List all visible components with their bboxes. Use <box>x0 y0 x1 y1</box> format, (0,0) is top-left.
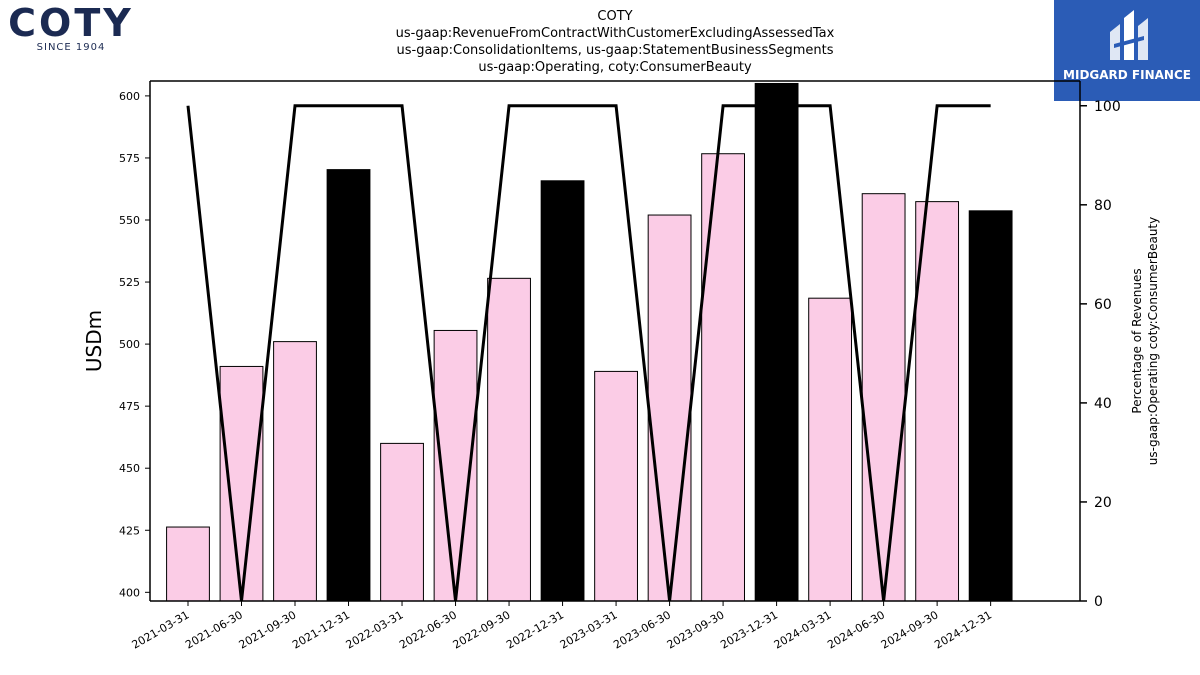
y2-tick-label: 20 <box>1094 495 1112 511</box>
y2-tick-label: 80 <box>1094 198 1112 214</box>
bar <box>647 214 692 602</box>
x-tick-label: 2022-12-31 <box>504 608 566 651</box>
revenue-share-line <box>186 104 991 602</box>
x-tick-label: 2023-06-30 <box>611 608 673 651</box>
axis-labels: USDm Percentage of Revenues us-gaap:Operat… <box>82 217 1160 465</box>
y2-tick-label: 40 <box>1094 396 1112 412</box>
y-tick-label: 475 <box>119 400 140 413</box>
y2-axis-ticks: 0 20 40 60 80 100 <box>1080 99 1121 610</box>
y2-axis-label: Percentage of Revenues <box>1130 268 1144 413</box>
bar <box>808 297 853 602</box>
midgard-finance-logo: MIDGARD FINANCE <box>1054 0 1200 101</box>
chart-title-line: us-gaap:ConsolidationItems, us-gaap:Stat… <box>396 43 833 58</box>
x-tick-label: 2024-03-31 <box>772 608 834 651</box>
bar <box>754 82 799 602</box>
bars <box>166 82 1013 602</box>
chart-title: COTY us-gaap:RevenueFromContractWithCusto… <box>396 9 835 75</box>
bar <box>326 169 371 602</box>
y-tick-label: 450 <box>119 462 140 475</box>
x-tick-label: 2021-12-31 <box>290 608 352 651</box>
midgard-brand-name: MIDGARD FINANCE <box>1063 68 1191 82</box>
y2-axis-label: us-gaap:Operating coty:ConsumerBeauty <box>1146 217 1160 465</box>
x-tick-label: 2022-06-30 <box>397 608 459 651</box>
bar <box>166 526 210 602</box>
bar <box>594 370 638 602</box>
bar <box>540 180 585 602</box>
y-tick-label: 425 <box>119 524 140 537</box>
chart-title-line: COTY <box>597 9 632 24</box>
y2-tick-label: 100 <box>1094 99 1121 115</box>
bar <box>861 193 906 602</box>
x-tick-label: 2022-03-31 <box>344 608 406 651</box>
bar <box>701 153 745 602</box>
coty-wordmark: COTY <box>8 1 134 45</box>
y-tick-label: 525 <box>119 276 140 289</box>
x-tick-label: 2023-09-30 <box>665 608 727 651</box>
x-tick-label: 2024-12-31 <box>932 608 994 651</box>
y-tick-label: 600 <box>119 90 140 103</box>
x-tick-label: 2021-09-30 <box>237 608 299 651</box>
coty-tagline: SINCE 1904 <box>36 42 106 53</box>
y-tick-label: 550 <box>119 214 140 227</box>
bar <box>273 341 317 602</box>
axes <box>149 80 1081 602</box>
bar <box>487 277 531 602</box>
bar <box>380 442 424 602</box>
line-series <box>186 104 991 602</box>
bar <box>915 201 960 602</box>
midgard-mark-icon <box>1110 10 1148 60</box>
y-axis-ticks: 400 425 450 475 500 525 550 575 600 <box>119 90 150 599</box>
x-tick-label: 2024-06-30 <box>825 608 887 651</box>
bar <box>219 365 264 602</box>
x-tick-label: 2023-12-31 <box>718 608 780 651</box>
coty-logo: COTY SINCE 1904 <box>6 4 136 56</box>
x-tick-label: 2021-06-30 <box>183 608 245 651</box>
y-tick-label: 575 <box>119 152 140 165</box>
x-tick-label: 2021-03-31 <box>130 608 192 651</box>
bar <box>968 210 1013 602</box>
y-axis-label: USDm <box>82 310 106 372</box>
x-tick-label: 2022-09-30 <box>451 608 513 651</box>
y2-tick-label: 60 <box>1094 297 1112 313</box>
x-tick-label: 2024-09-30 <box>879 608 941 651</box>
y2-tick-label: 0 <box>1094 594 1103 610</box>
x-axis-ticks: 2021-03-312021-06-302021-09-302021-12-31… <box>130 601 994 652</box>
y-tick-label: 500 <box>119 338 140 351</box>
y-tick-label: 400 <box>119 586 140 599</box>
chart-title-line: us-gaap:Operating, coty:ConsumerBeauty <box>478 60 752 75</box>
chart-title-line: us-gaap:RevenueFromContractWithCustomerE… <box>396 26 835 41</box>
x-tick-label: 2023-03-31 <box>558 608 620 651</box>
